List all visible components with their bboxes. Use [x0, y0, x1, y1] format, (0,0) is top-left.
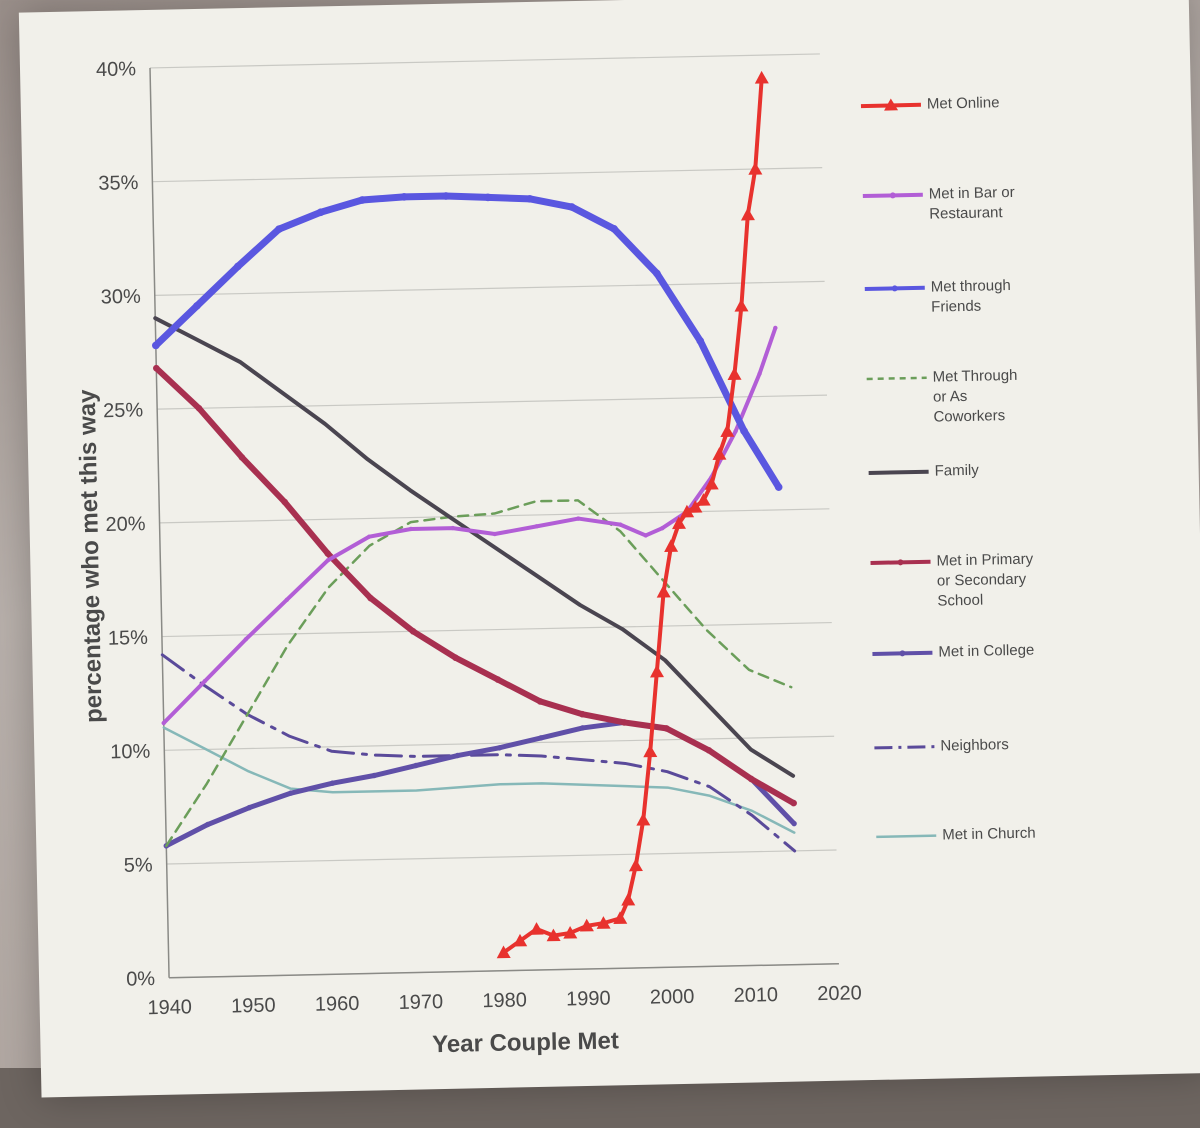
data-point: [650, 665, 664, 678]
gridline: [160, 509, 830, 523]
legend-label: Met through: [931, 277, 1011, 296]
legend-label: Met Online: [927, 94, 1000, 113]
legend-item-met-online: Met Online: [861, 94, 1000, 114]
legend-marker: [892, 285, 898, 291]
x-tick-label: 2020: [817, 982, 862, 1005]
legend-swatch: [876, 836, 936, 837]
data-point: [741, 208, 755, 221]
data-point: [734, 299, 748, 312]
series-line: [164, 714, 794, 845]
y-axis-title: percentage who met this way: [74, 389, 108, 724]
y-tick-label: 40%: [96, 58, 137, 81]
series-line: [156, 355, 793, 816]
x-axis-line: [169, 964, 839, 978]
data-point: [629, 858, 643, 871]
series-line: [153, 189, 779, 500]
data-point: [664, 539, 678, 552]
y-tick-label: 0%: [126, 968, 156, 991]
x-tick-label: 1970: [398, 991, 443, 1014]
y-tick-label: 35%: [98, 172, 139, 195]
data-point: [529, 922, 543, 935]
legend-swatch: [867, 378, 927, 379]
x-axis-title: Year Couple Met: [432, 1027, 619, 1058]
x-tick-label: 1980: [482, 989, 527, 1012]
series-met-online: [478, 71, 787, 959]
line-chart: 0% 5% 10% 15% 20% 25% 30% 35% 40% 1940 1950 1960 197…: [19, 0, 1200, 1097]
legend-label: Met in College: [938, 642, 1034, 661]
legend-label: Family: [934, 462, 979, 480]
legend-swatch: [874, 747, 934, 748]
legend-marker: [897, 559, 903, 565]
legend-item-met-in-church: Met in Church: [876, 825, 1036, 845]
y-tick-label: 20%: [105, 513, 146, 536]
legend-item-met-in-college: Met in College: [872, 642, 1034, 662]
legend-label: or Secondary: [937, 571, 1027, 590]
legend-label: Friends: [931, 298, 981, 316]
legend-label: Met in Bar or: [929, 184, 1015, 203]
legend-item-family: Family: [868, 462, 979, 481]
gridline: [155, 281, 825, 295]
series-met-in-church: [164, 714, 795, 846]
x-tick-label: 2000: [650, 986, 695, 1009]
x-tick-label: 1960: [315, 993, 360, 1016]
y-tick-label: 5%: [124, 854, 154, 877]
data-point: [755, 71, 769, 84]
gridline: [167, 850, 837, 864]
legend-item-neighbors: Neighbors: [874, 736, 1009, 756]
gridline: [150, 54, 820, 68]
series-met-in-primary-or-secondary-school: [153, 352, 797, 820]
x-tick-label: 2010: [733, 984, 778, 1007]
legend-label: Neighbors: [940, 736, 1009, 754]
legend-label: Restaurant: [929, 204, 1004, 223]
data-point: [720, 424, 734, 437]
data-point: [643, 744, 657, 757]
data-point: [621, 893, 635, 906]
y-tick-label: 30%: [101, 286, 142, 309]
legend-item-met-through-friends: Met through Friends: [865, 277, 1012, 317]
legend-marker: [890, 192, 896, 198]
series-met-in-college: [161, 716, 797, 848]
data-point: [613, 911, 627, 924]
projection-screen: 0% 5% 10% 15% 20% 25% 30% 35% 40% 1940 1950 1960 197…: [19, 0, 1200, 1097]
gridlines: [150, 54, 839, 978]
legend-label: Met in Church: [942, 825, 1036, 844]
legend-swatch: [869, 472, 929, 473]
legend-label: Coworkers: [933, 407, 1005, 425]
y-tick-label: 15%: [108, 627, 149, 650]
x-tick-label: 1950: [231, 995, 276, 1018]
x-tick-label: 1990: [566, 988, 611, 1011]
data-point: [636, 813, 650, 826]
legend-label: Met Through: [932, 367, 1017, 386]
data-point: [727, 367, 741, 380]
legend-label: or As: [933, 388, 968, 406]
legend-label: Met in Primary: [936, 551, 1034, 570]
legend-label: School: [937, 592, 983, 610]
series-layer: [146, 70, 800, 965]
gridline: [152, 168, 822, 182]
y-tick-label: 25%: [103, 399, 144, 422]
legend-marker: [899, 650, 905, 656]
y-tick-label: 10%: [110, 741, 151, 764]
x-tick-label: 1940: [147, 996, 192, 1019]
